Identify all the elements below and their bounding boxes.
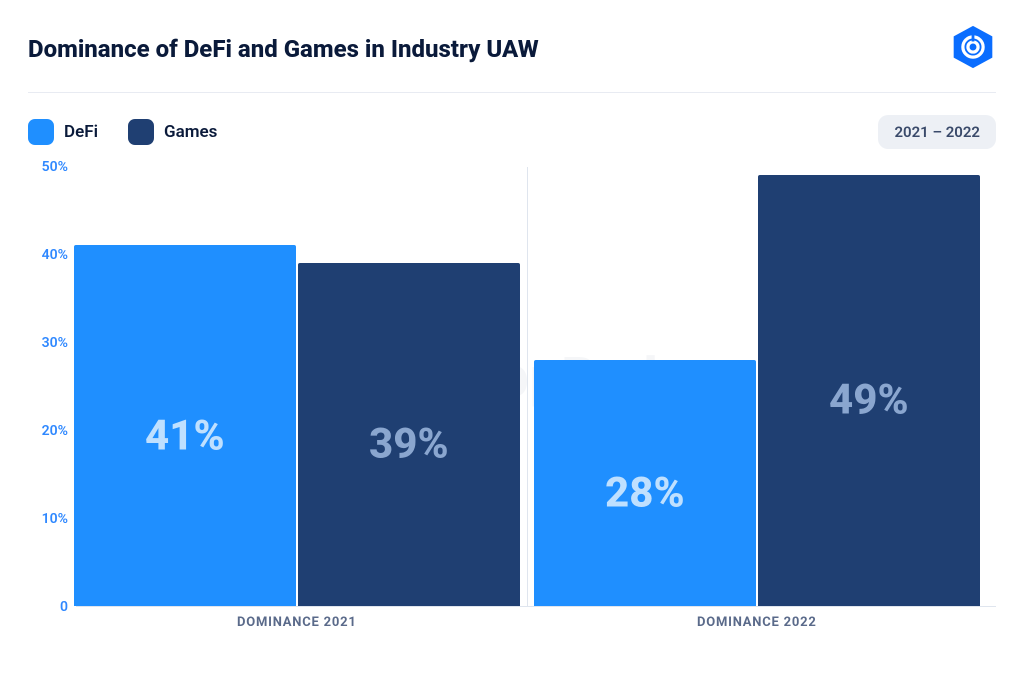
- bar-group: 41% 39%: [74, 245, 520, 606]
- y-tick: 30%: [42, 335, 68, 351]
- bar-defi: 28%: [534, 360, 756, 606]
- y-tick: 50%: [42, 159, 68, 175]
- plot-area: DappRadar 41%39%28%49%: [76, 167, 996, 607]
- bar-value-label: 28%: [605, 468, 685, 517]
- legend-item-games: Games: [128, 119, 217, 145]
- header-row: Dominance of DeFi and Games in Industry …: [28, 24, 996, 93]
- x-axis-labels: DOMINANCE 2021 DOMINANCE 2022: [76, 615, 996, 639]
- legend-swatch-defi: [28, 119, 54, 145]
- bar-games: 39%: [298, 263, 520, 606]
- bar-games: 49%: [758, 175, 980, 606]
- bar-value-label: 41%: [145, 411, 225, 460]
- legend: DeFi Games: [28, 119, 217, 145]
- chart-title: Dominance of DeFi and Games in Industry …: [28, 35, 539, 63]
- y-tick: 10%: [42, 511, 68, 527]
- bar-defi: 41%: [74, 245, 296, 606]
- bar-value-label: 49%: [829, 376, 909, 425]
- y-tick: 0: [60, 599, 68, 615]
- chart: 010%20%30%40%50% DappRadar 41%39%28%49% …: [28, 167, 996, 637]
- chart-card: Dominance of DeFi and Games in Industry …: [0, 0, 1024, 681]
- x-axis-label: DOMINANCE 2022: [697, 615, 817, 630]
- y-tick: 40%: [42, 247, 68, 263]
- y-axis: 010%20%30%40%50%: [28, 167, 76, 607]
- date-range-pill: 2021 – 2022: [878, 115, 996, 149]
- legend-row: DeFi Games 2021 – 2022: [28, 115, 996, 149]
- legend-label-defi: DeFi: [64, 122, 98, 142]
- legend-swatch-games: [128, 119, 154, 145]
- y-tick: 20%: [42, 423, 68, 439]
- legend-item-defi: DeFi: [28, 119, 98, 145]
- legend-label-games: Games: [164, 122, 217, 142]
- bar-value-label: 39%: [369, 420, 449, 469]
- group-divider: [527, 167, 528, 606]
- bar-group: 28% 49%: [534, 175, 980, 606]
- brand-logo-icon: [950, 24, 996, 74]
- x-axis-label: DOMINANCE 2021: [237, 615, 357, 630]
